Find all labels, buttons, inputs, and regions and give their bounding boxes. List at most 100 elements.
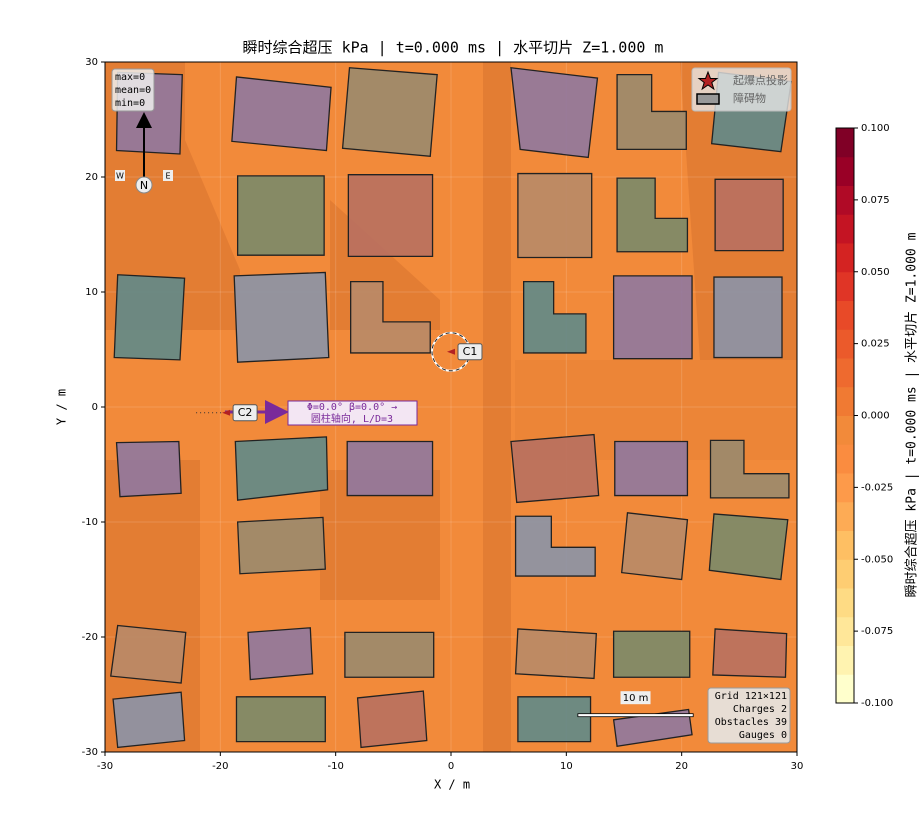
charge-label-box xyxy=(232,404,258,422)
colorbar-level xyxy=(836,588,854,618)
obstacle xyxy=(714,178,784,252)
obstacle xyxy=(712,628,788,678)
obstacle xyxy=(517,696,592,743)
legend-star xyxy=(697,70,719,91)
y-tick-label: 0 xyxy=(92,402,98,413)
compass-w: W xyxy=(116,172,124,181)
obstacle xyxy=(356,690,428,749)
colorbar-level xyxy=(836,501,854,531)
colorbar-level xyxy=(836,386,854,416)
x-tick-label: 0 xyxy=(448,761,454,772)
obstacle xyxy=(612,708,693,747)
colorbar-tick-label: -0.025 xyxy=(861,482,893,493)
obstacle xyxy=(616,177,689,253)
obstacle xyxy=(708,513,789,581)
shade xyxy=(320,470,440,600)
colorbar-level xyxy=(836,300,854,330)
obstacle xyxy=(236,516,326,575)
compass-box xyxy=(163,170,173,181)
colorbar-level xyxy=(836,559,854,589)
obstacle xyxy=(612,275,693,360)
obstacle xyxy=(110,624,187,684)
info-box xyxy=(707,687,791,744)
colorbar-level xyxy=(836,530,854,560)
legend-swatch xyxy=(696,93,720,105)
obstacle xyxy=(523,280,587,354)
direction-text: 圆柱轴向, L/D=3 xyxy=(311,412,393,425)
colorbar-level xyxy=(836,243,854,273)
scale-label-box xyxy=(620,691,651,705)
colorbar-level xyxy=(836,674,854,704)
compass-e: E xyxy=(165,172,170,181)
colorbar-level xyxy=(836,358,854,388)
legend-label: 障碍物 xyxy=(733,91,766,105)
y-tick-label: -30 xyxy=(82,747,98,758)
colorbar-tick-label: 0.100 xyxy=(861,123,890,134)
colorbar-level xyxy=(836,616,854,646)
compass-circle xyxy=(135,176,153,194)
colorbar-level xyxy=(836,156,854,186)
colorbar-level xyxy=(836,128,854,158)
x-tick-label: 10 xyxy=(560,761,573,772)
legend-label: 起爆点投影 xyxy=(733,73,788,87)
colorbar-level xyxy=(836,271,854,301)
obstacle xyxy=(510,433,600,504)
obstacle xyxy=(247,627,314,681)
obstacle xyxy=(514,628,598,680)
y-axis-label: Y / m xyxy=(55,389,69,425)
charge-marker xyxy=(222,409,231,416)
obstacle xyxy=(236,175,325,256)
obstacle xyxy=(620,512,689,581)
colorbar-tick-label: 0.075 xyxy=(861,195,890,206)
obstacle xyxy=(614,440,689,497)
y-tick-label: -20 xyxy=(82,632,98,643)
x-tick-label: -10 xyxy=(327,761,343,772)
compass-box xyxy=(115,170,125,181)
info-line: Charges 2 xyxy=(733,704,787,715)
stat: min=0 xyxy=(115,98,145,109)
stat: max=0 xyxy=(115,72,145,83)
obstacle xyxy=(713,276,783,359)
obstacle xyxy=(709,439,790,499)
colorbar-tick-label: -0.100 xyxy=(861,698,893,709)
colorbar-tick-label: -0.075 xyxy=(861,626,893,637)
x-axis-label: X / m xyxy=(434,778,470,792)
x-tick-label: -20 xyxy=(212,761,228,772)
colorbar-level xyxy=(836,473,854,503)
obstacle xyxy=(341,67,438,158)
obstacle xyxy=(235,696,326,743)
obstacle xyxy=(233,271,330,363)
colorbar-level xyxy=(836,645,854,675)
colorbar-level xyxy=(836,444,854,474)
info-line: Gauges 0 xyxy=(739,730,787,741)
colorbar-level xyxy=(836,185,854,215)
direction-box xyxy=(287,400,418,426)
info-line: Obstacles 39 xyxy=(715,717,787,728)
obstacle xyxy=(231,76,332,152)
obstacle xyxy=(234,436,329,501)
obstacle xyxy=(510,67,599,159)
scale-label: 10 m xyxy=(623,693,649,704)
x-tick-label: 30 xyxy=(791,761,804,772)
chart-title: 瞬时综合超压 kPa | t=0.000 ms | 水平切片 Z=1.000 m xyxy=(243,39,664,57)
obstacle xyxy=(616,74,687,151)
compass-n: N xyxy=(140,179,148,192)
info-line: Grid 121×121 xyxy=(715,691,787,702)
x-tick-label: -30 xyxy=(97,761,113,772)
colorbar-tick-label: 0.000 xyxy=(861,411,890,422)
charge-label-box xyxy=(457,343,483,361)
obstacle xyxy=(612,630,691,678)
stat: mean=0 xyxy=(115,85,151,96)
colorbar-tick-label: 0.025 xyxy=(861,339,890,350)
obstacle xyxy=(346,440,434,497)
colorbar-level xyxy=(836,214,854,244)
colorbar-level xyxy=(836,329,854,359)
obstacle xyxy=(517,172,593,259)
colorbar-level xyxy=(836,415,854,445)
y-tick-label: 10 xyxy=(85,287,98,298)
charge-label: C2 xyxy=(238,406,253,419)
obstacle xyxy=(344,631,435,678)
charge-label: C1 xyxy=(463,345,478,358)
y-tick-label: -10 xyxy=(82,517,98,528)
